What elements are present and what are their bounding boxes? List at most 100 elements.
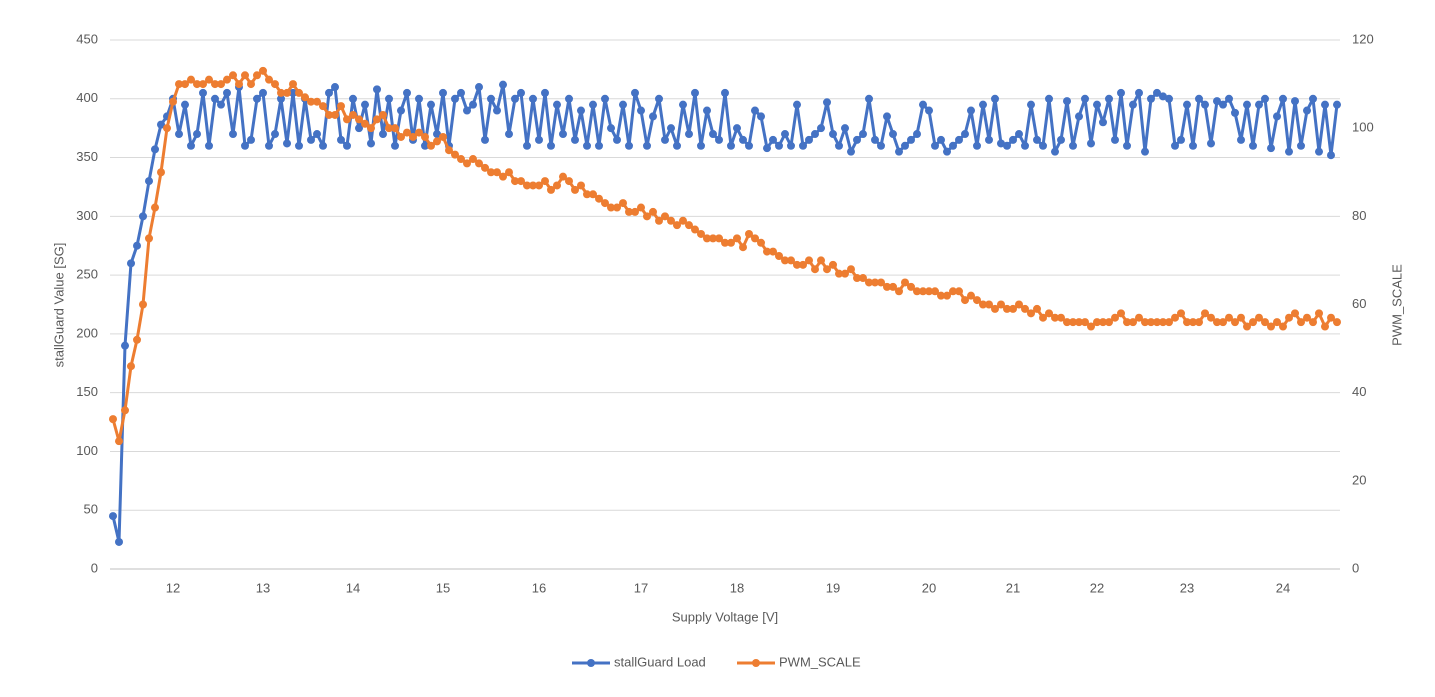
point [769, 247, 777, 256]
point [1087, 322, 1095, 331]
point [499, 172, 507, 181]
x-tick-label: 18 [730, 580, 744, 595]
point [685, 130, 693, 139]
point [547, 141, 555, 150]
point [691, 88, 699, 97]
point [253, 94, 261, 103]
point [481, 135, 489, 144]
point [277, 88, 285, 97]
point [751, 234, 759, 243]
point [145, 177, 153, 186]
point [1111, 313, 1119, 322]
point [565, 177, 573, 186]
point [487, 168, 495, 177]
point [337, 102, 345, 111]
point [1075, 318, 1083, 327]
y-tick-label: 250 [76, 267, 98, 282]
point [307, 135, 315, 144]
point [439, 88, 447, 97]
y-tick-label: 400 [76, 90, 98, 105]
point [355, 124, 363, 133]
y-tick-label: 150 [76, 384, 98, 399]
point [949, 141, 957, 150]
point [655, 216, 663, 225]
point [385, 124, 393, 133]
point [1285, 147, 1293, 156]
point [889, 130, 897, 139]
point [523, 141, 531, 150]
point [961, 296, 969, 305]
point [205, 141, 213, 150]
point [811, 265, 819, 274]
point [571, 135, 579, 144]
point [1177, 309, 1185, 318]
point [325, 110, 333, 119]
point [829, 130, 837, 139]
point [151, 145, 159, 154]
point [781, 256, 789, 265]
x-tick-label: 16 [532, 580, 546, 595]
point [1099, 318, 1107, 327]
point [871, 135, 879, 144]
point [925, 106, 933, 115]
point [625, 207, 633, 216]
point [463, 106, 471, 115]
point [325, 88, 333, 97]
point [787, 141, 795, 150]
point [835, 141, 843, 150]
point [739, 135, 747, 144]
point [1297, 141, 1305, 150]
point [805, 256, 813, 265]
point [907, 282, 915, 291]
point [1309, 94, 1317, 103]
point [973, 296, 981, 305]
point [895, 287, 903, 296]
point [493, 106, 501, 115]
point [259, 88, 267, 97]
point [865, 278, 873, 287]
point [337, 135, 345, 144]
point [997, 139, 1005, 148]
point [583, 190, 591, 199]
point [397, 132, 405, 141]
point [1153, 318, 1161, 327]
x-tick-label: 19 [826, 580, 840, 595]
y2-tick-label: 40 [1352, 384, 1366, 399]
point [559, 172, 567, 181]
point [793, 260, 801, 269]
point [1201, 100, 1209, 109]
point [841, 269, 849, 278]
point [343, 115, 351, 124]
point [511, 94, 519, 103]
point [187, 75, 195, 84]
point [997, 300, 1005, 309]
point [1069, 318, 1077, 327]
point [763, 144, 771, 153]
point [295, 88, 303, 97]
point [277, 94, 285, 103]
point [1267, 144, 1275, 153]
point [559, 130, 567, 139]
point [415, 94, 423, 103]
point [205, 75, 213, 84]
point [553, 181, 561, 190]
point [1225, 94, 1233, 103]
point [301, 93, 309, 102]
y2-tick-label: 80 [1352, 208, 1366, 223]
y-tick-label: 50 [84, 502, 98, 517]
point [241, 71, 249, 80]
point [229, 71, 237, 80]
x-tick-label: 24 [1276, 580, 1290, 595]
point [985, 300, 993, 309]
point [1189, 318, 1197, 327]
point [1237, 313, 1245, 322]
point [1123, 318, 1131, 327]
point [121, 341, 129, 350]
point [835, 269, 843, 278]
point [427, 141, 435, 150]
point [781, 130, 789, 139]
point [1063, 318, 1071, 327]
point [715, 135, 723, 144]
point [391, 124, 399, 133]
point [265, 75, 273, 84]
